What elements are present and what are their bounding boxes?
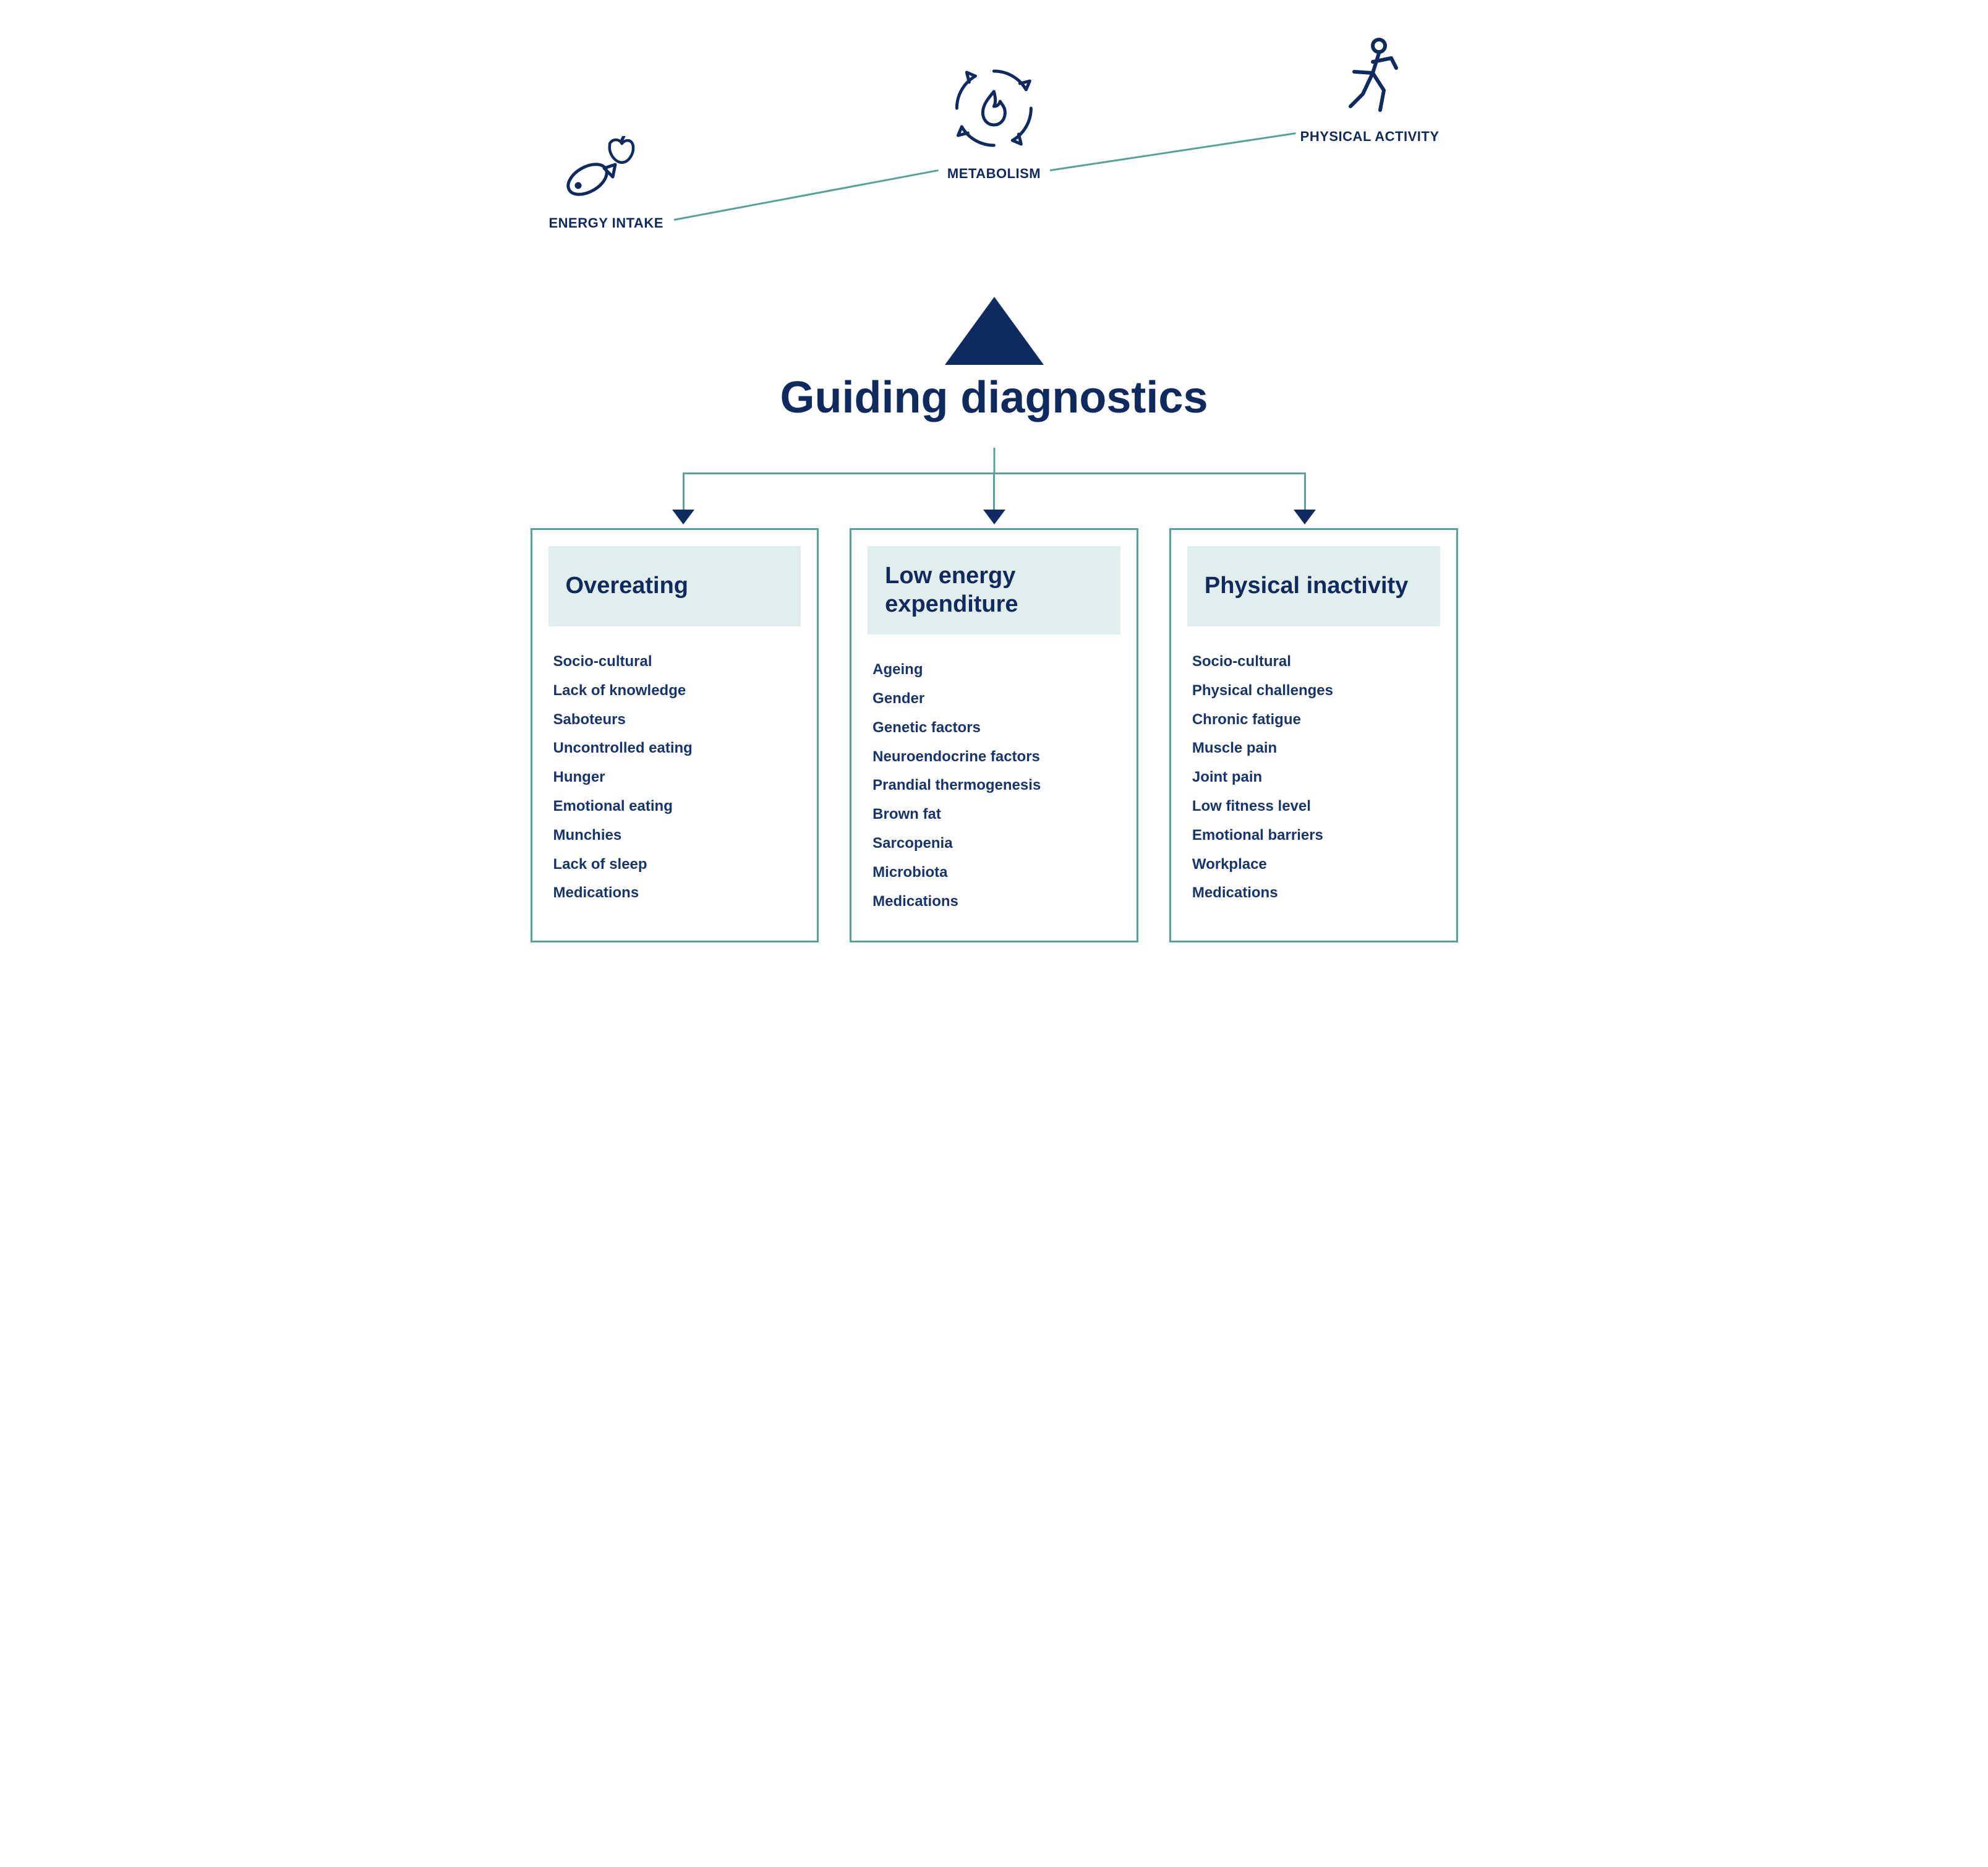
- branch-connector: [531, 448, 1458, 528]
- list-item: Chronic fatigue: [1192, 706, 1440, 735]
- panel-list: Socio-culturalPhysical challengesChronic…: [1187, 647, 1440, 908]
- list-item: Prandial thermogenesis: [872, 771, 1120, 800]
- list-item: Medications: [1192, 879, 1440, 908]
- list-item: Physical challenges: [1192, 677, 1440, 706]
- fulcrum-triangle-icon: [945, 297, 1044, 365]
- list-item: Emotional barriers: [1192, 821, 1440, 850]
- list-item: Sarcopenia: [872, 829, 1120, 858]
- list-item: Lack of knowledge: [553, 677, 801, 706]
- runner-icon: [1336, 37, 1404, 117]
- node-physical-activity: PHYSICAL ACTIVITY: [1300, 37, 1440, 145]
- list-item: Uncontrolled eating: [553, 734, 801, 763]
- list-item: Hunger: [553, 763, 801, 792]
- list-item: Genetic factors: [872, 714, 1120, 743]
- top-row: ENERGY INTAKE METABOLISM: [531, 37, 1458, 297]
- list-item: Brown fat: [872, 800, 1120, 829]
- panel-heading: Low energy expenditure: [868, 546, 1120, 634]
- caption-energy-intake: ENERGY INTAKE: [549, 215, 663, 231]
- list-item: Emotional eating: [553, 792, 801, 821]
- fish-apple-icon: [560, 136, 652, 204]
- panel-low_energy: Low energy expenditure AgeingGenderGeneti…: [850, 528, 1138, 942]
- connector-metab-activity: [1049, 132, 1295, 171]
- connector-intake-metab: [674, 169, 939, 221]
- caption-metabolism: METABOLISM: [947, 166, 1041, 182]
- list-item: Ageing: [872, 656, 1120, 685]
- list-item: Joint pain: [1192, 763, 1440, 792]
- list-item: Low fitness level: [1192, 792, 1440, 821]
- list-item: Socio-cultural: [553, 647, 801, 677]
- caption-physical-activity: PHYSICAL ACTIVITY: [1300, 129, 1440, 145]
- list-item: Saboteurs: [553, 706, 801, 735]
- list-item: Socio-cultural: [1192, 647, 1440, 677]
- panel-overeating: Overeating Socio-culturalLack of knowledg…: [531, 528, 819, 942]
- list-item: Munchies: [553, 821, 801, 850]
- list-item: Microbiota: [872, 858, 1120, 887]
- list-item: Lack of sleep: [553, 850, 801, 879]
- panel-heading: Physical inactivity: [1187, 546, 1440, 626]
- panel-list: AgeingGenderGenetic factorsNeuroendocrin…: [868, 656, 1120, 916]
- list-item: Neuroendocrine factors: [872, 743, 1120, 772]
- list-item: Workplace: [1192, 850, 1440, 879]
- main-title: Guiding diagnostics: [531, 372, 1458, 423]
- panels-row: OvereatingSocio-culturalLack of knowledg…: [531, 528, 1458, 942]
- list-item: Medications: [553, 879, 801, 908]
- list-item: Gender: [872, 685, 1120, 714]
- node-metabolism: METABOLISM: [947, 62, 1041, 182]
- diagram-root: ENERGY INTAKE METABOLISM: [531, 37, 1458, 942]
- panel-heading: Overeating: [548, 546, 801, 626]
- list-item: Muscle pain: [1192, 734, 1440, 763]
- panel-list: Socio-culturalLack of knowledgeSaboteurs…: [548, 647, 801, 908]
- cycle-flame-icon: [948, 62, 1041, 155]
- list-item: Medications: [872, 887, 1120, 916]
- panel-inactivity: Physical inactivity Socio-culturalPhysica…: [1169, 528, 1458, 942]
- node-energy-intake: ENERGY INTAKE: [549, 136, 663, 231]
